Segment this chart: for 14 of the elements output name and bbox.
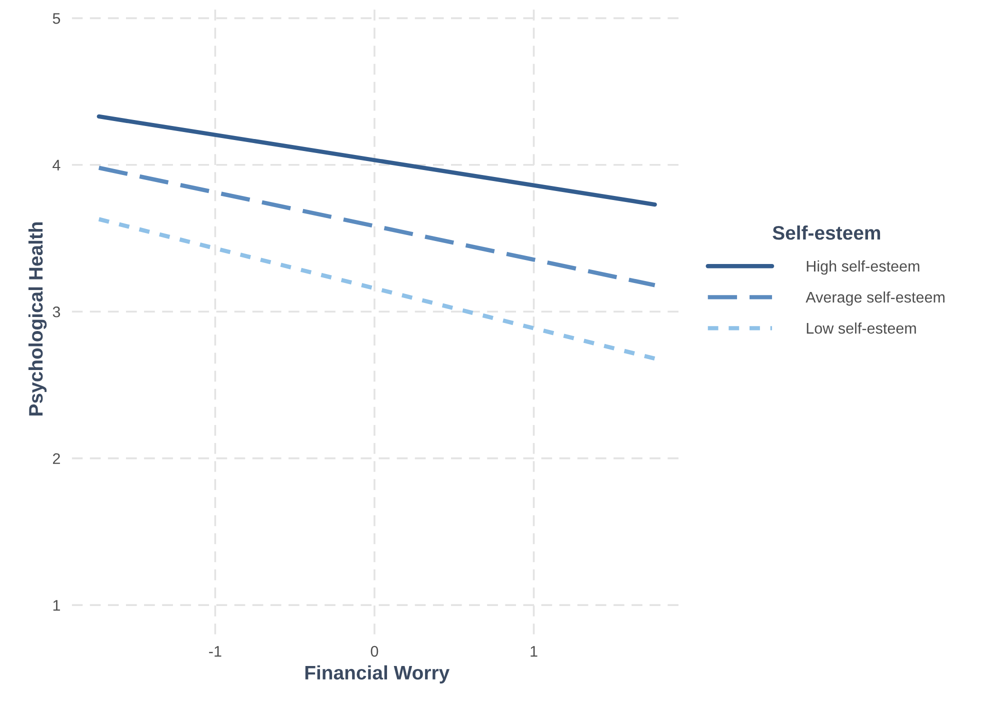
y-tick-label: 3 bbox=[52, 306, 60, 318]
legend-label: Average self-esteem bbox=[806, 291, 944, 306]
x-tick-label: 0 bbox=[370, 646, 378, 657]
y-tick-label: 2 bbox=[52, 453, 60, 464]
y-axis-title: Psychological Health bbox=[28, 222, 47, 416]
y-tick-label: 1 bbox=[53, 600, 60, 611]
x-tick-label: 1 bbox=[530, 646, 538, 657]
x-axis-title: Financial Worry bbox=[305, 665, 450, 684]
y-tick-label: 5 bbox=[52, 13, 60, 24]
x-tick-label: -1 bbox=[209, 646, 222, 657]
y-tick-label: 4 bbox=[52, 160, 60, 170]
legend-label: High self-esteem bbox=[806, 260, 920, 275]
legend-label: Low self-esteem bbox=[806, 322, 916, 334]
legend-title: Self-esteem bbox=[772, 225, 880, 240]
